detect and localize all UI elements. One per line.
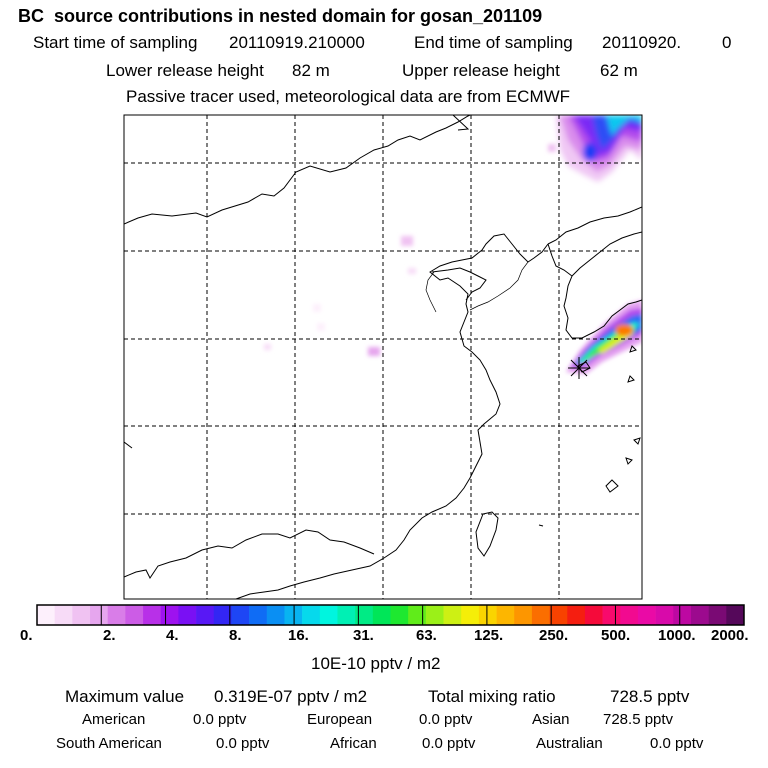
upper-height-value: 62 m bbox=[600, 61, 638, 80]
colorbar-swatch bbox=[302, 605, 321, 625]
region-asian-label: Asian bbox=[532, 711, 570, 728]
colorbar-swatch bbox=[372, 605, 391, 625]
colorbar-swatch bbox=[160, 605, 179, 625]
end-time-label: End time of sampling bbox=[414, 33, 573, 52]
colorbar-frame bbox=[36, 604, 745, 626]
colorbar-swatch bbox=[531, 605, 550, 625]
start-time-label: Start time of sampling bbox=[33, 33, 198, 52]
map-frame bbox=[123, 114, 643, 600]
colorbar-label: 8. bbox=[229, 627, 242, 644]
colorbar-swatch bbox=[637, 605, 656, 625]
colorbar-swatch bbox=[708, 605, 727, 625]
region-american-value: 0.0 pptv bbox=[193, 711, 247, 728]
colorbar-swatch bbox=[602, 605, 621, 625]
colorbar-swatch bbox=[549, 605, 568, 625]
colorbar-swatch bbox=[425, 605, 444, 625]
region-american-label: American bbox=[82, 711, 146, 728]
colorbar-swatch bbox=[726, 605, 745, 625]
plot-title: BC source contributions in nested domain… bbox=[18, 6, 543, 26]
region-african-value: 0.0 pptv bbox=[422, 735, 476, 752]
colorbar-swatch bbox=[584, 605, 603, 625]
colorbar-swatch bbox=[284, 605, 303, 625]
colorbar-swatch bbox=[54, 605, 73, 625]
region-african-label: African bbox=[330, 735, 377, 752]
colorbar-swatch bbox=[496, 605, 515, 625]
colorbar-swatch bbox=[355, 605, 374, 625]
colorbar-swatch bbox=[478, 605, 497, 625]
region-south-american-value: 0.0 pptv bbox=[216, 735, 270, 752]
colorbar-swatch bbox=[107, 605, 126, 625]
graticule bbox=[124, 115, 642, 599]
total-mixing-value: 728.5 pptv bbox=[610, 687, 690, 706]
colorbar-swatch bbox=[143, 605, 162, 625]
colorbar-label: 1000. bbox=[658, 627, 696, 644]
colorbar-swatch bbox=[196, 605, 215, 625]
colorbar-swatch bbox=[37, 605, 55, 625]
colorbar-unit: 10E-10 pptv / m2 bbox=[311, 654, 441, 673]
colorbar-swatch bbox=[673, 605, 692, 625]
colorbar-label: 63. bbox=[416, 627, 437, 644]
colorbar-swatch bbox=[178, 605, 197, 625]
region-european-label: European bbox=[307, 711, 373, 728]
colorbar-swatch bbox=[72, 605, 91, 625]
colorbar-swatch bbox=[231, 605, 250, 625]
lower-height-value: 82 m bbox=[292, 61, 330, 80]
colorbar-label: 4. bbox=[166, 627, 179, 644]
colorbar-swatch bbox=[249, 605, 268, 625]
tracer-speckles bbox=[264, 144, 556, 356]
lower-height-label: Lower release height bbox=[106, 61, 264, 80]
colorbar-label: 31. bbox=[353, 627, 374, 644]
colorbar-swatch bbox=[408, 605, 427, 625]
colorbar-swatch bbox=[690, 605, 709, 625]
colorbar-swatch bbox=[90, 605, 109, 625]
tracer-note: Passive tracer used, meteorological data… bbox=[126, 87, 571, 106]
colorbar-label: 2. bbox=[103, 627, 116, 644]
end-time-value: 20110920. bbox=[602, 33, 682, 52]
receptor-star-marker bbox=[568, 357, 590, 379]
region-south-american-label: South American bbox=[56, 735, 162, 752]
colorbar-swatch bbox=[319, 605, 338, 625]
colorbar-label: 0. bbox=[20, 627, 33, 644]
colorbar-swatch bbox=[567, 605, 586, 625]
colorbar-swatch bbox=[514, 605, 533, 625]
region-australian-label: Australian bbox=[536, 735, 603, 752]
max-value: 0.319E-07 pptv / m2 bbox=[214, 687, 368, 706]
region-european-value: 0.0 pptv bbox=[419, 711, 473, 728]
colorbar-swatch bbox=[443, 605, 462, 625]
map-plot-area bbox=[124, 115, 642, 599]
colorbar-swatch bbox=[337, 605, 356, 625]
colorbar-label: 2000. bbox=[711, 627, 749, 644]
colorbar-swatch bbox=[620, 605, 639, 625]
colorbar-swatch bbox=[125, 605, 144, 625]
colorbar-label: 250. bbox=[539, 627, 569, 644]
colorbar-label: 125. bbox=[474, 627, 504, 644]
borders bbox=[425, 261, 529, 313]
colorbar bbox=[37, 605, 745, 625]
upper-height-label: Upper release height bbox=[402, 61, 560, 80]
region-asian-value: 728.5 pptv bbox=[603, 711, 674, 728]
start-time-value: 20110919.210000 bbox=[229, 33, 365, 52]
colorbar-label: 500. bbox=[601, 627, 631, 644]
tracer-plume-korea bbox=[566, 300, 642, 374]
max-value-label: Maximum value bbox=[65, 687, 185, 706]
colorbar-label: 16. bbox=[288, 627, 309, 644]
colorbar-swatch bbox=[213, 605, 232, 625]
colorbar-swatch bbox=[266, 605, 285, 625]
region-australian-value: 0.0 pptv bbox=[650, 735, 704, 752]
total-mixing-label: Total mixing ratio bbox=[428, 687, 556, 706]
tracer-plume-north bbox=[556, 115, 642, 182]
colorbar-swatch bbox=[461, 605, 480, 625]
colorbar-swatch bbox=[655, 605, 674, 625]
end-time-value-2: 0 bbox=[722, 33, 732, 52]
colorbar-swatch bbox=[390, 605, 409, 625]
